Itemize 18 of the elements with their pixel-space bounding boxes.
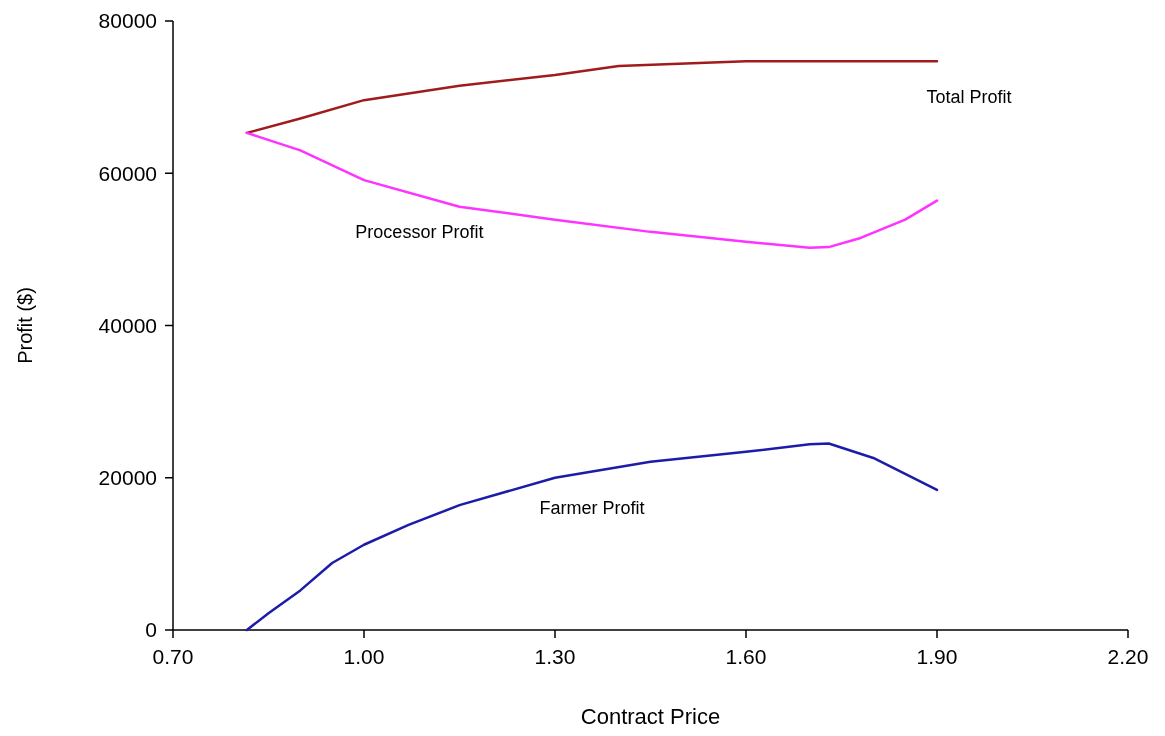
series-label: Farmer Profit xyxy=(539,497,645,518)
x-tick-label: 1.30 xyxy=(534,645,576,668)
y-tick-label: 0 xyxy=(145,618,157,642)
x-axis-title: Contract Price xyxy=(580,704,721,729)
series-label: Processor Profit xyxy=(355,221,484,242)
x-tick-label: 1.00 xyxy=(343,645,385,668)
y-axis-title: Profit ($) xyxy=(14,287,36,364)
y-tick-label: 40000 xyxy=(98,313,157,337)
x-tick-label: 2.20 xyxy=(1107,645,1149,668)
x-tick-label: 1.60 xyxy=(725,645,767,668)
y-tick-label: 60000 xyxy=(98,161,157,185)
x-tick-label: 0.70 xyxy=(152,645,194,668)
x-tick-label: 1.90 xyxy=(916,645,958,668)
line-series xyxy=(245,442,939,632)
line-series xyxy=(245,131,939,250)
series-label: Total Profit xyxy=(926,87,1012,108)
y-tick-label: 80000 xyxy=(98,9,157,33)
y-tick-label: 20000 xyxy=(98,466,157,490)
